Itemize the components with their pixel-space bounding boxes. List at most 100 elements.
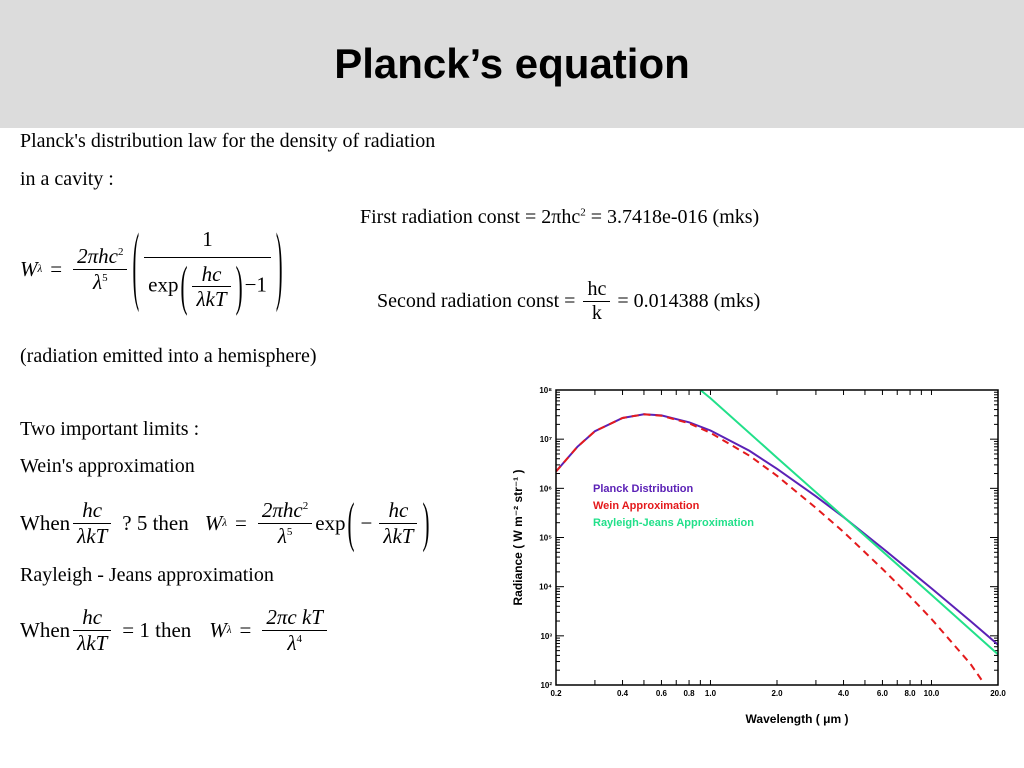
wein-left-paren: ( [347, 490, 355, 553]
wein-frac-2: 2πhc2 λ5 [257, 498, 313, 548]
y-tick-label: 10⁴ [539, 583, 552, 592]
rayleigh-den-2: λ [287, 630, 297, 655]
first-radiation-const: First radiation const = 2πhc2 = 3.7418e-… [360, 206, 759, 229]
hemisphere-note: (radiation emitted into a hemisphere) [20, 345, 317, 367]
wein-heading: Wein's approximation [20, 455, 195, 477]
wein-num-2-sup: 2 [302, 500, 309, 513]
wein-cond-den: λkT [73, 522, 112, 548]
legend-entry: Wein Approximation [593, 500, 700, 512]
rayleigh-relation: = 1 then [122, 617, 192, 642]
right-mid-paren: ) [235, 255, 243, 318]
wein-when: When [20, 510, 71, 535]
rayleigh-den-2-sup: 4 [296, 632, 302, 645]
wein-num-3: hc [388, 498, 409, 523]
wein-relation: ? 5 then [122, 510, 189, 535]
rayleigh-frac-2: 2πc kT λ4 [262, 605, 327, 655]
wein-minus: − [360, 510, 373, 535]
series-line-planck-distribution [556, 413, 998, 646]
x-tick-label: 0.8 [683, 689, 695, 698]
wein-lhs: W [204, 510, 223, 535]
x-tick-label: 0.2 [550, 689, 562, 698]
x-tick-label: 0.6 [656, 689, 668, 698]
wein-den-2-sup: 5 [286, 525, 293, 538]
formula-exp: exp [148, 272, 179, 297]
formula-num-1: 2πhc [77, 244, 118, 269]
title-bar [0, 0, 1024, 128]
wein-right-paren: ) [422, 490, 430, 553]
y-tick-label: 10⁷ [540, 435, 552, 444]
rayleigh-condition-frac: hc λkT [73, 605, 112, 655]
first-const-sup: 2 [580, 206, 586, 219]
formula-lhs: W [20, 256, 38, 281]
limits-heading: Two important limits : [20, 418, 200, 440]
second-const-num: hc [587, 278, 607, 300]
rayleigh-heading: Rayleigh - Jeans approximation [20, 564, 274, 586]
y-axis-label: Radiance ( W m⁻² str⁻¹ ) [511, 469, 525, 605]
second-const-label: Second radiation const = [377, 290, 576, 312]
wein-frac-3: hc λkT [379, 498, 418, 548]
x-tick-label: 0.4 [617, 689, 629, 698]
wein-lhs-sub: λ [222, 517, 228, 529]
formula-hc-frac: hc λkT [192, 261, 231, 311]
formula-lhs-sub: λ [37, 263, 43, 275]
x-tick-label: 6.0 [877, 689, 889, 698]
intro-line-2: in a cavity : [20, 168, 114, 190]
formula-fraction-2: 1 exp(hc λkT)−1 [144, 226, 271, 318]
second-radiation-const: Second radiation const = hc k = 0.014388… [377, 278, 760, 325]
plot-frame [555, 389, 999, 686]
formula-fraction-1: 2πhc2 λ5 [73, 244, 128, 294]
first-const-label: First radiation const = 2πhc [360, 206, 581, 228]
x-tick-label: 20.0 [990, 689, 1006, 698]
rayleigh-lhs-sub: λ [226, 624, 232, 636]
wein-den-2: λ [277, 523, 287, 548]
rayleigh-equals: = [239, 617, 252, 642]
x-tick-label: 2.0 [771, 689, 783, 698]
formula-minus-one: −1 [244, 272, 267, 297]
page-title: Planck’s equation [334, 40, 690, 87]
intro-line-1: Planck's distribution law for the densit… [20, 130, 436, 152]
first-const-value: = 3.7418e-016 (mks) [585, 206, 760, 228]
y-tick-label: 10³ [540, 632, 552, 641]
radiance-chart-svg: 0.2 0.4 0.6 0.8 1.0 2.0 4.0 6.0 8.0 10.0 20.0 10² 10… [511, 386, 1006, 726]
rayleigh-num-2: 2πc kT [266, 605, 323, 630]
y-tick-label: 10⁵ [539, 534, 552, 543]
x-tick-label: 4.0 [838, 689, 850, 698]
wein-den-3: λkT [379, 522, 418, 548]
wein-exp: exp [315, 510, 346, 535]
left-mid-paren: ( [180, 255, 188, 318]
wein-cond-num: hc [82, 498, 103, 523]
second-const-den: k [583, 301, 611, 325]
formula-inner-num: 1 [202, 226, 213, 251]
left-big-paren: ( [132, 218, 140, 316]
wein-equals: = [235, 510, 247, 535]
radiance-chart: 0.2 0.4 0.6 0.8 1.0 2.0 4.0 6.0 8.0 10.0 20.0 10² 10… [500, 378, 1015, 740]
formula-num-1-sup: 2 [117, 246, 124, 259]
series-line-wein-approximation [556, 413, 984, 682]
formula-den-1-sup: 5 [102, 271, 108, 284]
y-tick-label: 10⁸ [539, 386, 552, 395]
series-line-rayleigh-jeans-approximation [699, 390, 998, 656]
formula-hc: hc [201, 261, 222, 286]
right-big-paren: ) [275, 218, 283, 316]
y-tick-label: 10⁶ [539, 484, 552, 493]
x-tick-label: 1.0 [705, 689, 717, 698]
x-axis-label: Wavelength ( μm ) [746, 712, 849, 726]
second-const-value: = 0.014388 (mks) [617, 290, 761, 312]
formula-lambda-kt: λkT [192, 286, 231, 311]
x-tick-label: 8.0 [904, 689, 916, 698]
rayleigh-cond-den: λkT [73, 629, 112, 655]
formula-den-1: λ [92, 269, 103, 294]
formula-equals: = [50, 256, 63, 281]
rayleigh-lhs: W [209, 617, 227, 642]
x-tick-label: 10.0 [924, 689, 940, 698]
wein-num-2: 2πhc [261, 498, 303, 523]
rayleigh-when: When [20, 617, 71, 642]
wein-condition-frac: hc λkT [73, 498, 112, 548]
rayleigh-cond-num: hc [82, 605, 103, 630]
second-const-frac: hc k [583, 278, 611, 325]
y-tick-label: 10² [540, 681, 552, 690]
legend-entry: Planck Distribution [593, 483, 694, 495]
